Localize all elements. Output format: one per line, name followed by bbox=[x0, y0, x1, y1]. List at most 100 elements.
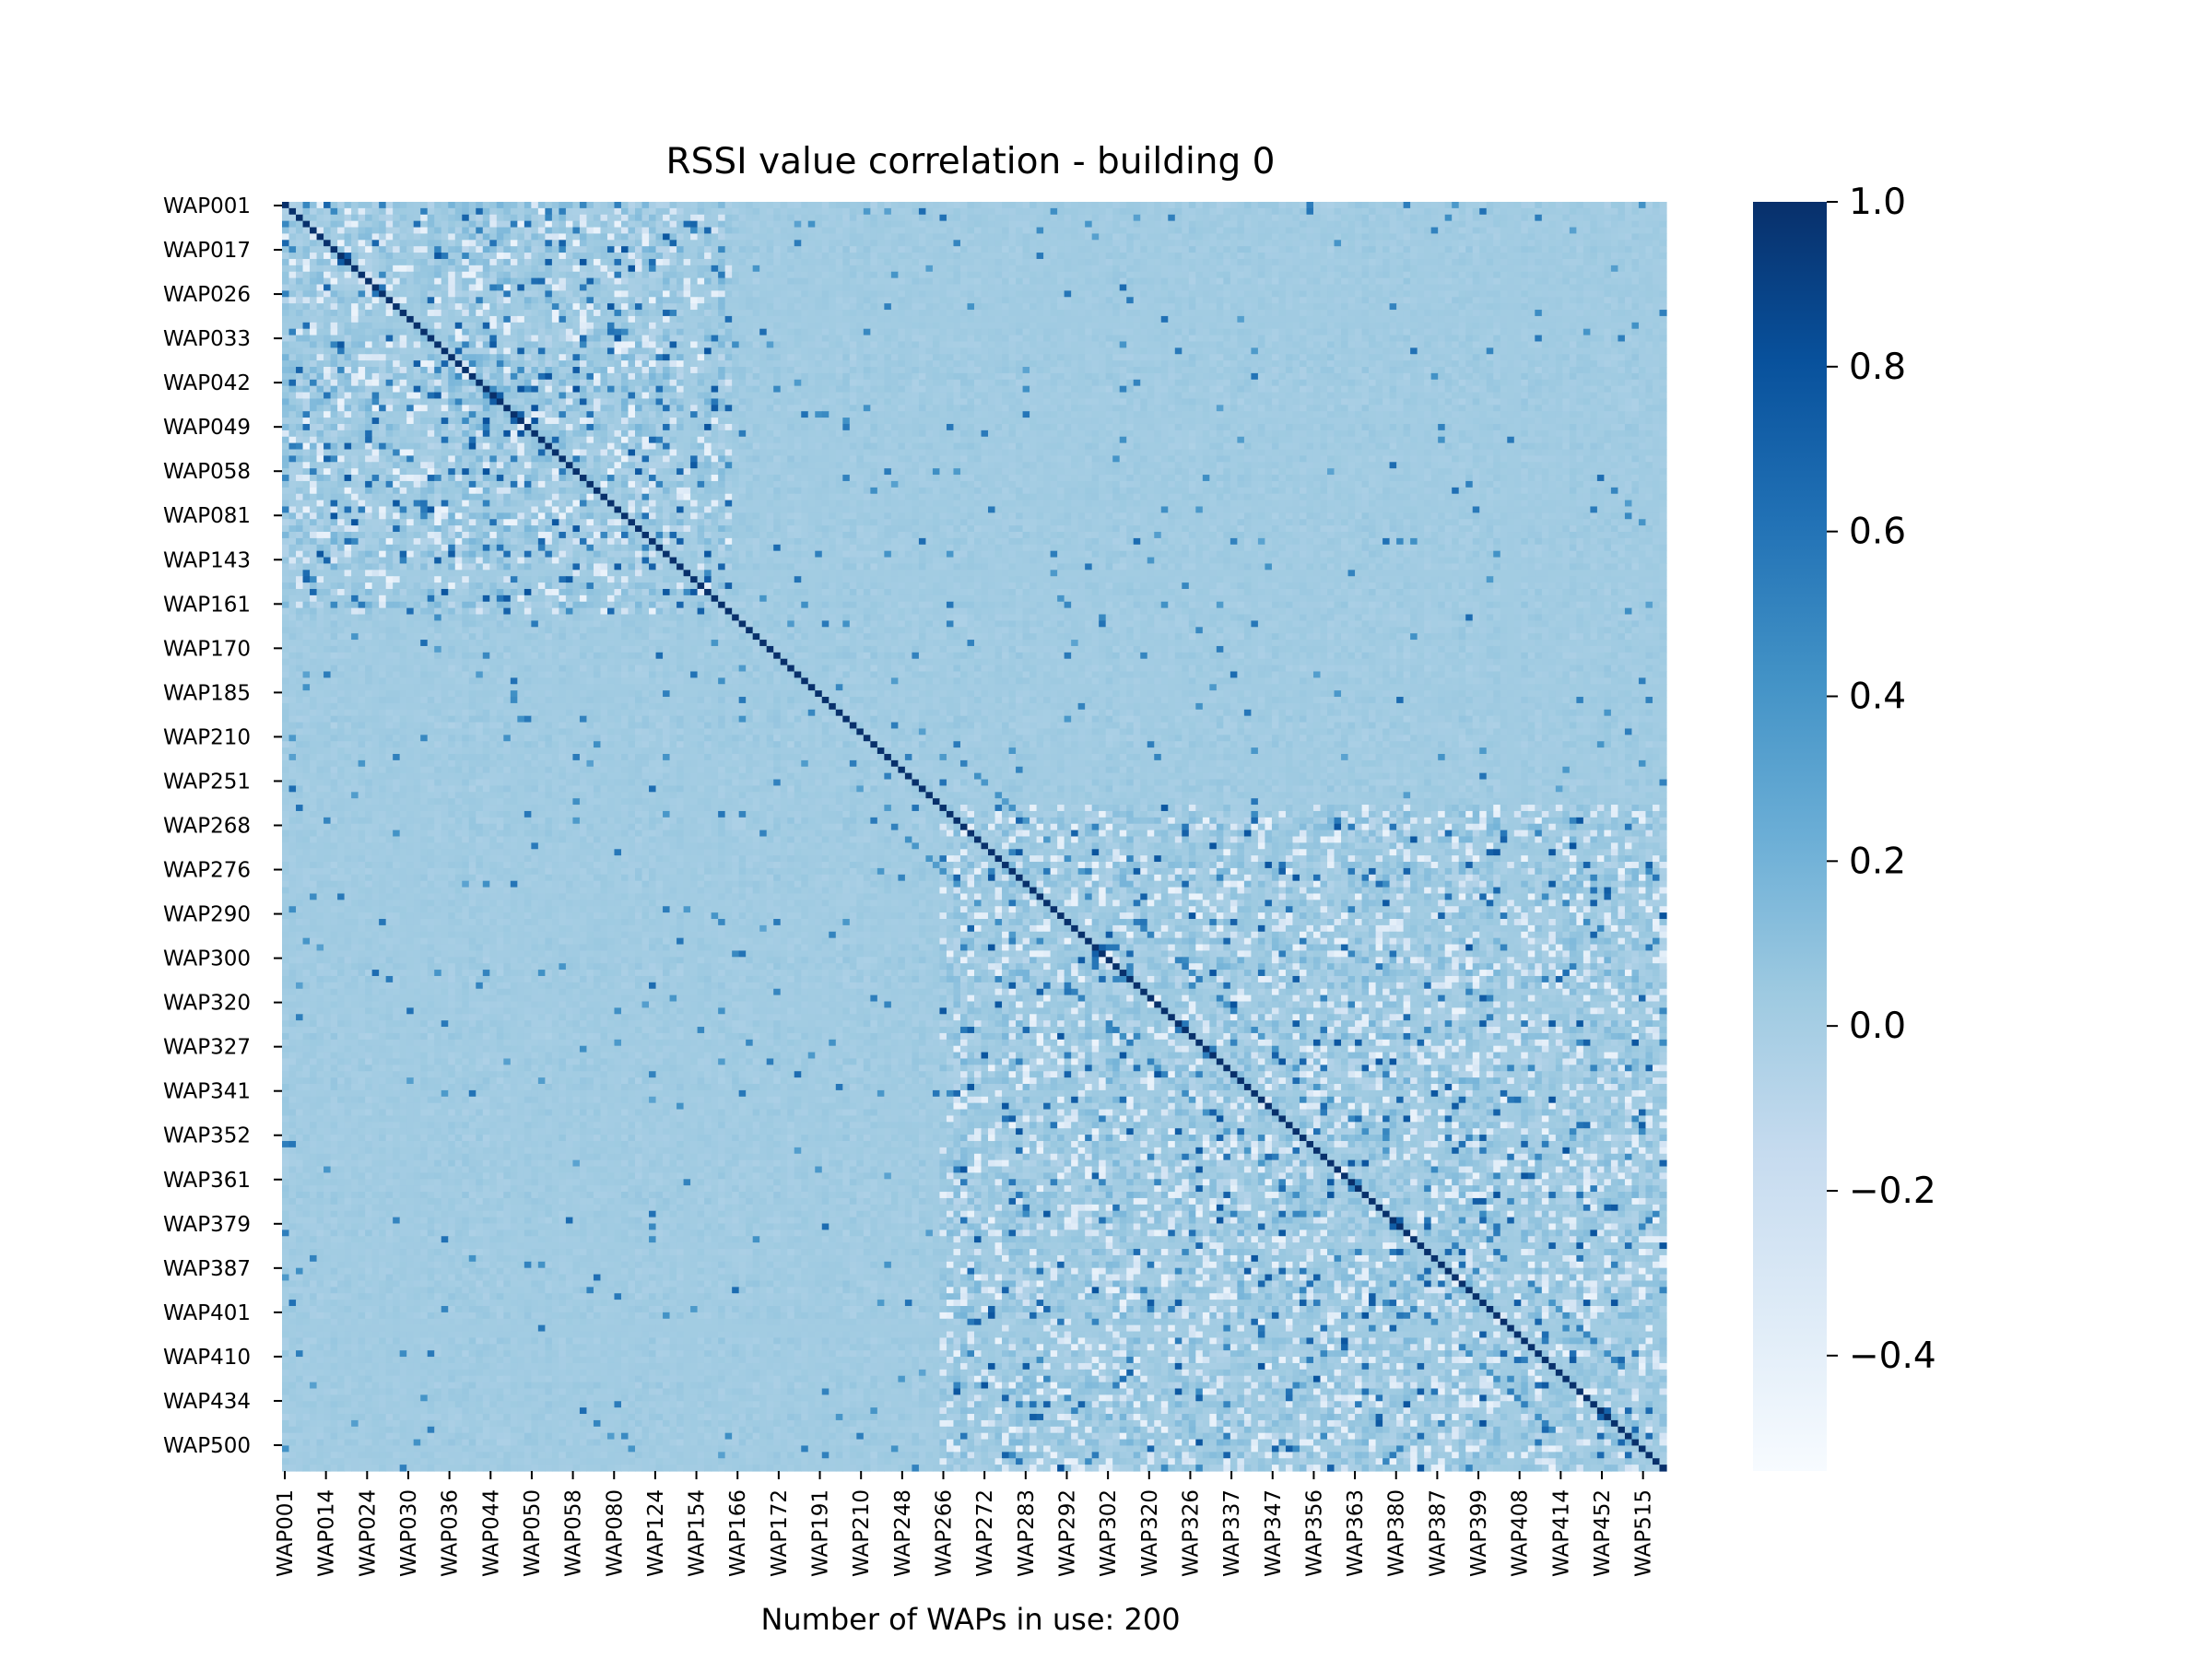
heatmap-cell bbox=[1237, 310, 1245, 317]
heatmap-cell bbox=[635, 233, 643, 241]
heatmap-cell bbox=[1472, 265, 1480, 273]
heatmap-cell bbox=[1043, 328, 1052, 336]
heatmap-cell bbox=[517, 258, 525, 266]
heatmap-cell bbox=[649, 202, 657, 209]
heatmap-cell bbox=[1583, 277, 1591, 286]
heatmap-cell bbox=[545, 271, 553, 279]
heatmap-cell bbox=[1535, 220, 1543, 229]
heatmap-cell bbox=[1555, 253, 1563, 260]
heatmap-cell bbox=[870, 220, 878, 229]
heatmap-cell bbox=[565, 335, 574, 343]
heatmap-cell bbox=[1043, 310, 1052, 317]
heatmap-cell bbox=[379, 202, 387, 209]
heatmap-cell bbox=[1008, 227, 1017, 235]
heatmap-cell bbox=[1465, 341, 1474, 348]
heatmap-cell bbox=[1133, 310, 1141, 317]
heatmap-cell bbox=[1077, 341, 1086, 348]
heatmap-cell bbox=[385, 328, 394, 336]
heatmap-cell bbox=[1008, 310, 1017, 317]
heatmap-cell bbox=[551, 341, 559, 348]
heatmap-cell bbox=[1050, 207, 1058, 216]
heatmap-cell bbox=[413, 253, 421, 260]
heatmap-cell bbox=[614, 335, 622, 343]
heatmap-cell bbox=[1306, 310, 1314, 317]
heatmap-cell bbox=[282, 322, 290, 330]
heatmap-cell bbox=[988, 297, 996, 304]
heatmap-cell bbox=[807, 328, 816, 336]
heatmap-cell bbox=[655, 227, 664, 235]
heatmap-cell bbox=[427, 335, 435, 343]
heatmap-cell bbox=[912, 303, 920, 311]
heatmap-cell bbox=[1126, 354, 1135, 361]
heatmap-cell bbox=[1160, 354, 1169, 361]
heatmap-cell bbox=[476, 328, 484, 336]
heatmap-cell bbox=[399, 290, 407, 298]
heatmap-cell bbox=[1403, 290, 1411, 298]
heatmap-cell bbox=[1590, 328, 1598, 336]
heatmap-cell bbox=[1430, 233, 1439, 241]
heatmap-cell bbox=[427, 297, 435, 304]
heatmap-cell bbox=[606, 258, 616, 266]
heatmap-cell bbox=[358, 207, 366, 216]
heatmap-cell bbox=[1002, 233, 1010, 241]
heatmap-cell bbox=[1147, 253, 1155, 260]
heatmap-cell bbox=[1535, 303, 1543, 311]
heatmap-cell bbox=[1036, 258, 1044, 266]
heatmap-cell bbox=[537, 214, 546, 222]
heatmap-cell bbox=[593, 322, 602, 330]
heatmap-cell bbox=[849, 202, 857, 209]
heatmap-cell bbox=[994, 258, 1003, 266]
heatmap-cell bbox=[683, 303, 691, 311]
heatmap-cell bbox=[1085, 258, 1093, 266]
heatmap-cell bbox=[1050, 246, 1058, 253]
heatmap-cell bbox=[1347, 227, 1356, 235]
heatmap-cell bbox=[282, 265, 290, 273]
heatmap-cell bbox=[1140, 220, 1148, 229]
heatmap-cell bbox=[358, 335, 366, 343]
heatmap-cell bbox=[1030, 310, 1038, 317]
heatmap-cell bbox=[1430, 322, 1439, 330]
heatmap-cell bbox=[1209, 310, 1218, 317]
heatmap-cell bbox=[704, 315, 712, 324]
heatmap-cell bbox=[1071, 258, 1079, 266]
heatmap-cell bbox=[628, 328, 636, 336]
heatmap-cell bbox=[337, 322, 346, 330]
heatmap-cell bbox=[690, 297, 699, 304]
heatmap-cell bbox=[870, 297, 878, 304]
heatmap-cell bbox=[1099, 214, 1107, 222]
heatmap-cell bbox=[1535, 354, 1543, 361]
heatmap-cell bbox=[1064, 227, 1072, 235]
heatmap-cell bbox=[427, 290, 435, 298]
heatmap-cell bbox=[649, 271, 657, 279]
heatmap-cell bbox=[1486, 277, 1494, 286]
heatmap-cell bbox=[718, 322, 726, 330]
heatmap-cell bbox=[1396, 240, 1405, 247]
heatmap-cell bbox=[1438, 246, 1446, 253]
heatmap-cell bbox=[1077, 258, 1086, 266]
heatmap-cell bbox=[1271, 315, 1280, 324]
heatmap-cell bbox=[1265, 258, 1273, 266]
heatmap-cell bbox=[870, 240, 878, 247]
heatmap-cell bbox=[1631, 303, 1640, 311]
heatmap-cell bbox=[1154, 246, 1162, 253]
heatmap-cell bbox=[856, 328, 865, 336]
heatmap-cell bbox=[337, 265, 346, 273]
heatmap-cell bbox=[1292, 290, 1300, 298]
heatmap-cell bbox=[1133, 335, 1141, 343]
heatmap-cell bbox=[1479, 303, 1488, 311]
heatmap-cell bbox=[1465, 303, 1474, 311]
heatmap-cell bbox=[863, 290, 871, 298]
heatmap-cell bbox=[365, 233, 373, 241]
heatmap-cell bbox=[1604, 207, 1612, 216]
heatmap-cell bbox=[1535, 271, 1543, 279]
heatmap-cell bbox=[1077, 315, 1086, 324]
heatmap-cell bbox=[545, 354, 553, 361]
heatmap-cell bbox=[288, 335, 297, 343]
heatmap-cell bbox=[1417, 303, 1425, 311]
heatmap-cell bbox=[932, 315, 941, 324]
heatmap-cell bbox=[829, 322, 837, 330]
heatmap-cell bbox=[1188, 265, 1196, 273]
heatmap-cell bbox=[1251, 233, 1259, 241]
heatmap-cell bbox=[780, 253, 788, 260]
heatmap-cell bbox=[1271, 227, 1280, 235]
